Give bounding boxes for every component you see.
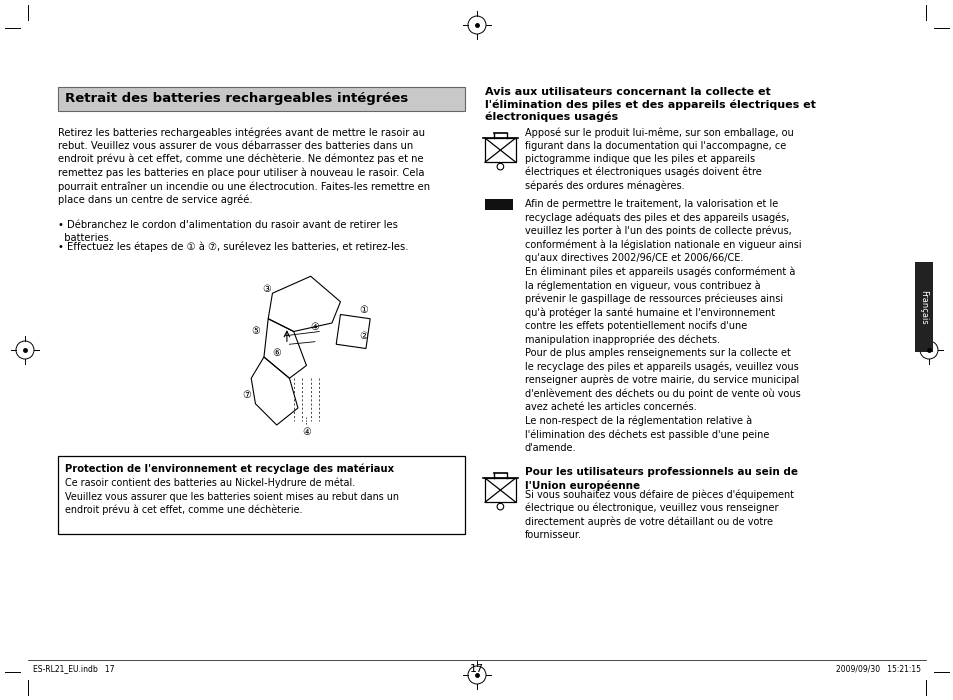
Bar xyxy=(484,478,516,502)
Text: ③: ③ xyxy=(262,284,271,294)
Text: Ce rasoir contient des batteries au Nickel-Hydrure de métal.
Veuillez vous assur: Ce rasoir contient des batteries au Nick… xyxy=(65,478,398,515)
Text: Apposé sur le produit lui-même, sur son emballage, ou
figurant dans la documenta: Apposé sur le produit lui-même, sur son … xyxy=(524,127,793,191)
Text: Retirez les batteries rechargeables intégrées avant de mettre le rasoir au
rebut: Retirez les batteries rechargeables inté… xyxy=(58,127,430,206)
Text: Avis aux utilisateurs concernant la collecte et: Avis aux utilisateurs concernant la coll… xyxy=(484,87,770,97)
Text: Afin de permettre le traitement, la valorisation et le
recyclage adéquats des pi: Afin de permettre le traitement, la valo… xyxy=(524,199,801,453)
Text: 2009/09/30   15:21:15: 2009/09/30 15:21:15 xyxy=(835,664,920,673)
Text: Français: Français xyxy=(919,290,927,324)
Text: • Débranchez le cordon d'alimentation du rasoir avant de retirer les
  batteries: • Débranchez le cordon d'alimentation du… xyxy=(58,220,397,243)
Text: Retrait des batteries rechargeables intégrées: Retrait des batteries rechargeables inté… xyxy=(65,92,408,105)
Text: ①: ① xyxy=(358,305,368,315)
Text: ⑥: ⑥ xyxy=(272,348,281,358)
Text: ⑤: ⑤ xyxy=(251,326,259,337)
Text: l'élimination des piles et des appareils électriques et: l'élimination des piles et des appareils… xyxy=(484,99,815,109)
Text: • Effectuez les étapes de ① à ⑦, surélevez les batteries, et retirez-les.: • Effectuez les étapes de ① à ⑦, surélev… xyxy=(58,242,408,253)
Text: ES-RL21_EU.indb   17: ES-RL21_EU.indb 17 xyxy=(33,664,114,673)
Text: électroniques usagés: électroniques usagés xyxy=(484,111,618,122)
Text: Protection de l'environnement et recyclage des matériaux: Protection de l'environnement et recycla… xyxy=(65,464,394,475)
Bar xyxy=(914,262,932,352)
Bar xyxy=(58,87,464,111)
Text: Pour les utilisateurs professionnels au sein de
l'Union européenne: Pour les utilisateurs professionnels au … xyxy=(524,467,797,491)
Bar xyxy=(484,199,513,210)
Bar xyxy=(58,456,464,534)
Text: ②: ② xyxy=(358,331,368,341)
Text: ④: ④ xyxy=(311,322,319,332)
Text: ⑦: ⑦ xyxy=(242,391,251,400)
Text: ④: ④ xyxy=(302,427,311,437)
Text: 17: 17 xyxy=(470,664,483,674)
Bar xyxy=(484,138,516,162)
Text: Si vous souhaitez vous défaire de pièces d'équipement
électrique ou électronique: Si vous souhaitez vous défaire de pièces… xyxy=(524,489,793,540)
